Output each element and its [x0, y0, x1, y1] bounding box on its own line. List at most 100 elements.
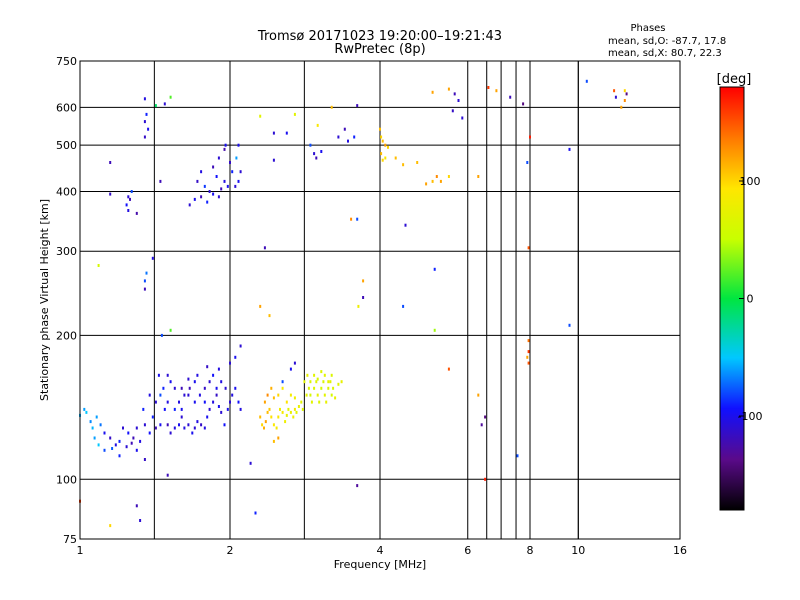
data-point — [208, 190, 211, 193]
data-point — [350, 217, 353, 221]
data-point — [206, 415, 209, 419]
data-point — [259, 415, 262, 419]
data-point — [143, 287, 146, 291]
data-point — [163, 407, 166, 411]
y-tick-label: 600 — [56, 101, 77, 114]
data-point — [316, 123, 319, 127]
data-point — [526, 355, 529, 359]
data-point — [139, 519, 142, 522]
data-point — [402, 304, 405, 308]
data-point — [145, 271, 148, 275]
data-point — [477, 175, 480, 178]
data-point — [439, 179, 442, 183]
data-point — [457, 99, 460, 102]
data-point — [431, 90, 434, 94]
data-point — [127, 431, 130, 435]
data-point — [130, 441, 133, 445]
data-point — [272, 158, 275, 162]
data-point — [480, 423, 483, 427]
data-point — [289, 367, 292, 371]
data-point — [281, 380, 284, 384]
data-point — [130, 190, 133, 193]
data-point — [148, 393, 151, 397]
y-tick-label: 75 — [63, 533, 77, 546]
data-point — [203, 400, 206, 404]
data-point — [614, 95, 617, 99]
data-point — [193, 400, 196, 404]
data-point — [484, 415, 487, 419]
data-point — [516, 454, 519, 458]
data-point — [277, 415, 280, 419]
data-point — [447, 175, 450, 178]
data-point — [191, 431, 194, 435]
data-point — [292, 415, 295, 419]
data-point — [114, 443, 117, 447]
data-point — [285, 413, 288, 417]
data-point — [223, 147, 226, 151]
data-point — [215, 393, 218, 397]
data-point — [208, 407, 211, 411]
data-point — [585, 79, 588, 83]
data-point — [224, 386, 227, 390]
data-point — [160, 333, 163, 337]
data-point — [327, 380, 330, 384]
data-point — [394, 156, 397, 160]
data-point — [315, 156, 318, 160]
data-point — [487, 86, 490, 89]
data-point — [162, 386, 165, 390]
data-point — [484, 477, 487, 481]
data-point — [193, 380, 196, 384]
stats-line-x: mean, sd,X: 80.7, 22.3 — [608, 48, 722, 59]
data-point — [125, 203, 128, 207]
x-tick-label: 6 — [464, 544, 471, 557]
data-point — [568, 147, 571, 151]
data-point — [387, 145, 389, 149]
data-point — [313, 373, 316, 377]
data-point — [301, 407, 304, 411]
data-point — [266, 410, 269, 414]
data-point — [135, 426, 138, 430]
data-point — [433, 328, 436, 332]
data-point — [166, 373, 169, 377]
data-point — [180, 386, 183, 390]
data-point — [151, 415, 154, 419]
data-point — [431, 179, 434, 183]
data-point — [381, 139, 384, 143]
data-point — [272, 423, 275, 427]
x-tick-label: 4 — [377, 544, 384, 557]
stats-header: Phases — [630, 23, 665, 34]
data-point — [109, 436, 112, 440]
data-point — [187, 423, 190, 427]
data-point — [285, 400, 288, 404]
data-point — [148, 431, 151, 435]
data-point — [169, 380, 172, 384]
data-point — [203, 184, 206, 188]
data-point — [264, 420, 267, 424]
data-point — [281, 386, 284, 390]
data-point — [234, 355, 237, 359]
data-point — [212, 373, 215, 377]
data-point — [203, 386, 206, 390]
data-point — [263, 246, 266, 250]
data-point — [183, 393, 186, 397]
data-point — [226, 184, 229, 188]
data-point — [231, 170, 234, 174]
data-point — [249, 461, 252, 465]
data-point — [109, 192, 112, 196]
data-point — [325, 400, 328, 404]
data-point — [384, 143, 387, 147]
data-point — [268, 314, 271, 318]
data-point — [239, 344, 242, 348]
data-point — [320, 370, 323, 374]
data-point — [270, 386, 273, 390]
x-tick-label: 2 — [227, 544, 234, 557]
data-point — [212, 165, 215, 169]
data-point — [447, 87, 450, 91]
data-point — [293, 407, 296, 411]
data-point — [217, 156, 220, 160]
data-point — [135, 448, 138, 452]
data-point — [320, 150, 323, 153]
data-point — [272, 131, 275, 135]
data-point — [261, 423, 264, 427]
data-point — [103, 431, 106, 435]
